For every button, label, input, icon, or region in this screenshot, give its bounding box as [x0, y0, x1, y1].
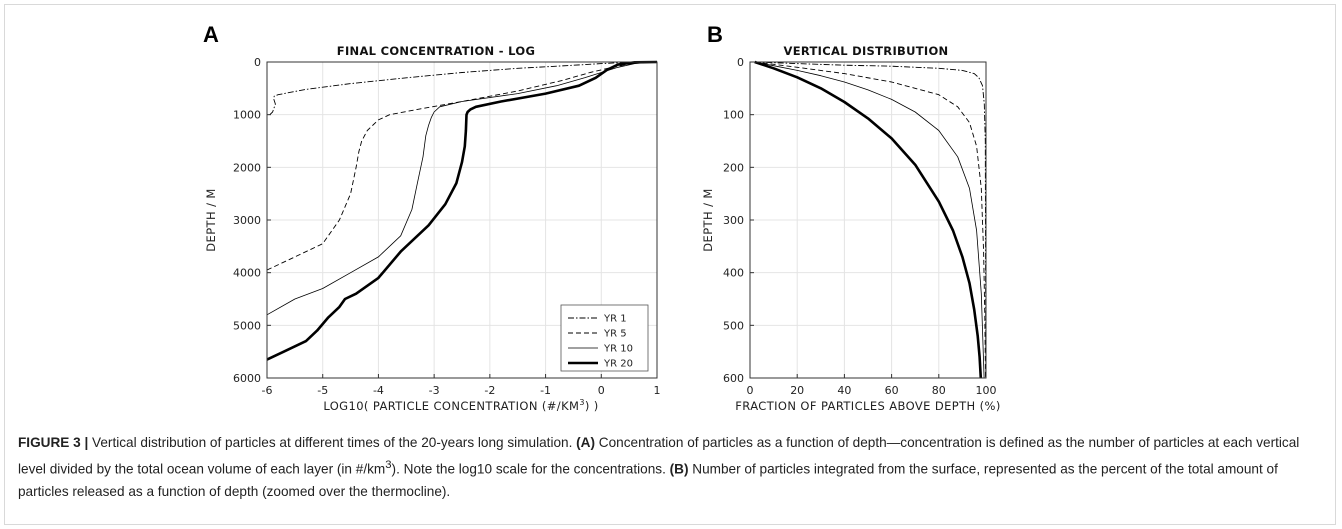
legend-label: YR 20 [603, 359, 633, 370]
caption-b-label: (B) [669, 461, 689, 477]
y-tick-label: 100 [723, 109, 744, 122]
panel-b-letter: B [707, 22, 723, 47]
y-tick-label: 400 [723, 267, 744, 280]
panel-a-ticks: -6 -5 -4 -3 -2 -1 0 1 0 1000 2000 3000 4000 5000 6000 [233, 56, 661, 397]
caption-a-label: (A) [576, 435, 596, 450]
panel-b-xlabel: FRACTION OF PARTICLES ABOVE DEPTH (%) [735, 399, 1000, 413]
panel-b-title: VERTICAL DISTRIBUTION [784, 44, 949, 58]
y-tick-label: 1000 [233, 109, 261, 122]
x-tick-label: -6 [262, 384, 273, 397]
figure-frame [4, 4, 1336, 525]
panel-a-title: FINAL CONCENTRATION - LOG [337, 44, 535, 58]
series-line-yr-20 [754, 60, 983, 379]
panel-a-xlabel-sup: 3 [579, 398, 585, 407]
panel-a-xlabel-main: LOG10( PARTICLE CONCENTRATION (#/KM [323, 399, 579, 413]
panel-a-letter: A [203, 22, 219, 47]
x-tick-label: -3 [429, 384, 440, 397]
x-tick-label: -2 [484, 384, 495, 397]
y-tick-label: 6000 [233, 372, 261, 385]
series-line-yr-20 [266, 60, 658, 361]
x-tick-label: 100 [976, 384, 997, 397]
panel-a-ylabel: DEPTH / M [204, 188, 218, 251]
x-tick-label: -1 [540, 384, 551, 397]
panel-b-ticks: 0 20 40 60 80 100 0 100 200 300 400 500 600 [723, 56, 997, 397]
series-line-yr-5 [754, 61, 986, 379]
figure-caption: FIGURE 3 | Vertical distribution of part… [18, 432, 1324, 503]
y-tick-label: 300 [723, 214, 744, 227]
panel-b-series [754, 60, 987, 379]
y-tick-label: 5000 [233, 319, 261, 332]
panel-a-xlabel: LOG10( PARTICLE CONCENTRATION (#/KM3) ) [323, 398, 598, 413]
caption-label: FIGURE 3 | [18, 435, 89, 450]
x-tick-label: 0 [598, 384, 605, 397]
y-tick-label: 0 [254, 56, 261, 69]
legend-label: YR 10 [603, 344, 633, 355]
panel-b: B VERTICAL DISTRIBUTION 0 20 40 60 80 100 0 100… [701, 22, 1000, 413]
y-tick-label: 600 [723, 372, 744, 385]
series-line-yr-1 [269, 61, 658, 116]
series-line-yr-1 [754, 61, 987, 379]
x-tick-label: -5 [317, 384, 328, 397]
x-tick-label: 1 [654, 384, 661, 397]
legend-entries: YR 1 YR 5 YR 10 YR 20 [568, 314, 633, 370]
x-tick-label: 20 [790, 384, 804, 397]
series-line-yr-10 [754, 61, 985, 379]
x-tick-label: 80 [932, 384, 946, 397]
panel-a-xlabel-end: ) ) [585, 399, 599, 413]
x-tick-label: -4 [373, 384, 384, 397]
y-tick-label: 3000 [233, 214, 261, 227]
y-tick-label: 0 [737, 56, 744, 69]
caption-sup: 3 [385, 459, 392, 471]
y-tick-label: 500 [723, 319, 744, 332]
y-tick-label: 200 [723, 161, 744, 174]
panel-a-legend: YR 1 YR 5 YR 10 YR 20 [560, 304, 649, 372]
legend-box [560, 304, 649, 372]
panel-b-grid [749, 61, 987, 379]
caption-text-2: Concentration of particles as a function… [18, 435, 1300, 477]
caption-text-3: ). Note the log10 scale for the concentr… [391, 461, 670, 477]
y-tick-label: 2000 [233, 161, 261, 174]
legend-label: YR 5 [603, 329, 627, 340]
legend-label: YR 1 [603, 314, 627, 325]
panel-a: A FINAL CONCENTRATION - LOG -6 -5 -4 -3 -2 -1… [203, 22, 661, 413]
y-tick-label: 4000 [233, 267, 261, 280]
x-tick-label: 60 [885, 384, 899, 397]
x-tick-label: 0 [747, 384, 754, 397]
caption-text-4: Number of particles integrated from the … [18, 461, 1278, 499]
panel-b-ylabel: DEPTH / M [701, 188, 715, 251]
x-tick-label: 40 [837, 384, 851, 397]
series-line-yr-10 [266, 61, 658, 316]
panel-a-series [266, 60, 658, 361]
caption-text-1: Vertical distribution of particles at di… [88, 435, 577, 450]
